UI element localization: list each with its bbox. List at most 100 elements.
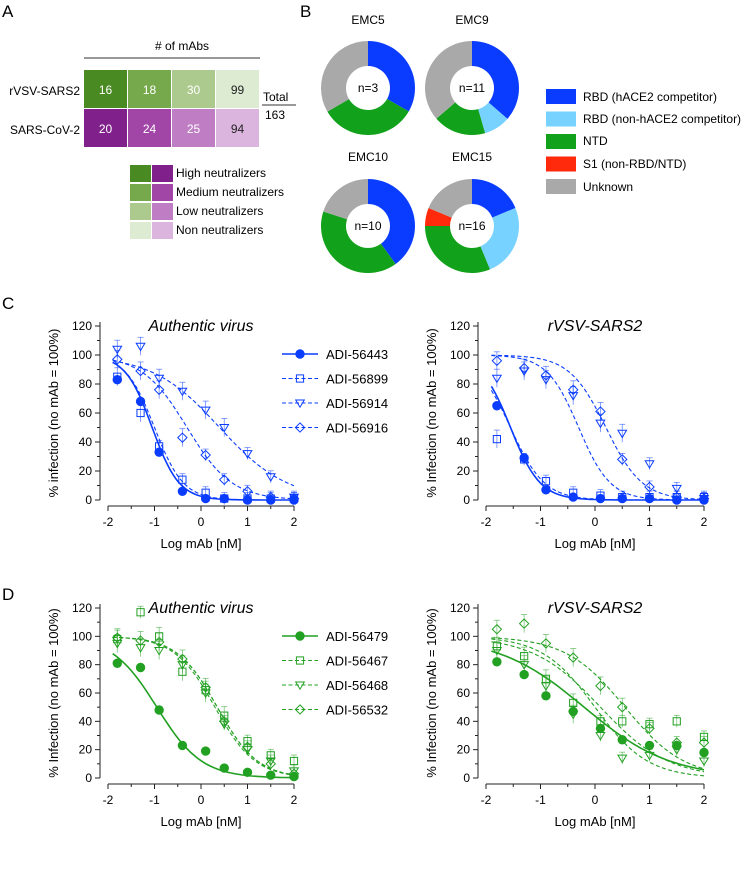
legend-marker-1 (295, 656, 305, 665)
data-point-1-3 (569, 488, 578, 497)
data-point-3-4 (595, 406, 606, 417)
legend-swatch-category-0 (546, 89, 576, 104)
x-tick-label: 0 (592, 515, 599, 529)
x-tick-label: 1 (244, 515, 251, 529)
data-point-0-0 (492, 401, 502, 411)
heatmap-value-1-3: 94 (231, 122, 245, 136)
data-point-2-1 (518, 661, 530, 670)
data-point-0-3 (177, 740, 188, 751)
y-tick-label: 20 (457, 743, 471, 757)
chart-0: 0 20 40 60 80 100 120 -2 -1 0 1 2 Log mAb [nM] % infe… (46, 318, 388, 551)
heatmap-value-1-0: 20 (99, 122, 113, 136)
data-point-3-7 (671, 491, 683, 503)
heatmap-cell-1-1 (128, 109, 171, 147)
data-point-3-3 (177, 432, 188, 443)
data-point-2-7 (265, 473, 276, 482)
x-axis-label: Log mAb [nM] (555, 536, 636, 551)
donut-slice-3-1 (480, 208, 519, 270)
data-point-0-4 (200, 746, 211, 756)
data-point-3-0 (491, 355, 503, 367)
x-tick-label: 2 (701, 793, 708, 807)
legend-medium: Medium neutralizers (176, 185, 284, 199)
donut-title-emc9: EMC9 (455, 13, 489, 27)
data-point-2-5 (617, 429, 628, 439)
y-tick-label: 0 (85, 771, 92, 785)
chart-title: rVSV-SARS2 (548, 318, 643, 335)
heatmap-value-0-0: 16 (99, 83, 113, 97)
fit-curve-2 (112, 360, 295, 487)
legend-swatch-category-2 (546, 134, 576, 149)
data-point-3-3 (567, 652, 579, 663)
data-point-3-2 (540, 369, 552, 381)
series-ADI-56916 (491, 351, 710, 505)
data-point-3-7 (265, 758, 277, 770)
fit-curve-3 (112, 359, 295, 500)
series-ADI-56443 (490, 385, 709, 505)
heatmap-value-0-3: 99 (231, 83, 245, 97)
y-tick-label: 100 (450, 348, 470, 362)
data-point-3-8 (288, 493, 300, 504)
data-point-2-2 (540, 682, 552, 692)
legend-unknown: Unknown (583, 180, 633, 194)
data-point-1-4 (201, 488, 210, 497)
fit-curve-2 (491, 638, 705, 777)
panel-label-c: C (2, 294, 14, 313)
data-point-2-0 (491, 374, 503, 384)
data-point-1-7 (672, 717, 681, 726)
donut-slice-0-0 (368, 41, 415, 112)
data-point-3-0 (111, 632, 123, 644)
data-point-0-5 (219, 763, 229, 773)
data-point-3-4 (200, 682, 211, 693)
y-tick-label: 60 (79, 686, 93, 700)
legend-swatch-a-1 (130, 184, 151, 201)
x-tick-label: 0 (198, 793, 205, 807)
donut-slice-1-4 (424, 41, 472, 119)
y-tick-label: 120 (450, 319, 470, 333)
legend-label-3: ADI-56916 (326, 421, 388, 436)
y-tick-label: 80 (79, 377, 93, 391)
legend-ntd: NTD (583, 134, 608, 148)
y-tick-label: 100 (450, 629, 470, 643)
legend-marker-3 (294, 704, 306, 715)
donut-slice-2-0 (368, 179, 415, 265)
legend-swatch-a-2 (130, 203, 151, 220)
y-axis-label: % infection (no mAb = 100%) (46, 329, 61, 498)
data-point-1-4 (596, 717, 605, 726)
legend-swatch-b-3 (152, 222, 173, 239)
y-axis-label: % Infection (no mAb = 100%) (424, 608, 439, 777)
data-point-0-2 (154, 705, 164, 715)
heatmap-value-1-2: 25 (187, 122, 201, 136)
heatmap-value-0-1: 18 (143, 83, 157, 97)
data-point-3-8 (698, 493, 710, 504)
fit-curve-0 (491, 650, 705, 771)
legend-swatch-b-0 (152, 165, 173, 182)
y-tick-label: 20 (457, 464, 471, 478)
chart-3: 0 20 40 60 80 100 120 -2 -1 0 1 2 Log mAb [nM] % Infe… (424, 600, 710, 829)
data-point-3-2 (153, 636, 165, 648)
legend-label-3: ADI-56532 (326, 703, 388, 718)
donut-slice-1-1 (478, 102, 508, 134)
fit-curve-0 (490, 385, 704, 501)
data-point-2-4 (595, 732, 606, 741)
heatmap-cell-0-2 (172, 70, 215, 108)
series-ADI-56532 (111, 628, 300, 780)
x-tick-label: -1 (149, 793, 160, 807)
data-point-0-7 (266, 770, 276, 780)
data-point-2-6 (644, 460, 655, 469)
data-point-0-6 (644, 740, 655, 751)
data-point-3-1 (135, 365, 146, 377)
data-point-2-3 (177, 387, 188, 397)
y-tick-label: 0 (463, 493, 470, 507)
legend-label-1: ADI-56899 (326, 372, 388, 387)
donut-slice-3-2 (425, 226, 490, 273)
data-point-1-0 (113, 372, 122, 381)
y-tick-label: 100 (72, 629, 92, 643)
donut-title-emc5: EMC5 (351, 13, 385, 27)
y-tick-label: 60 (457, 406, 471, 420)
data-point-2-3 (568, 710, 579, 720)
heatmap-cell-1-3 (216, 109, 259, 147)
donut-title-emc15: EMC15 (452, 150, 492, 164)
series-ADI-56443 (112, 361, 299, 505)
data-point-0-6 (242, 767, 253, 778)
data-point-3-4 (200, 449, 211, 461)
